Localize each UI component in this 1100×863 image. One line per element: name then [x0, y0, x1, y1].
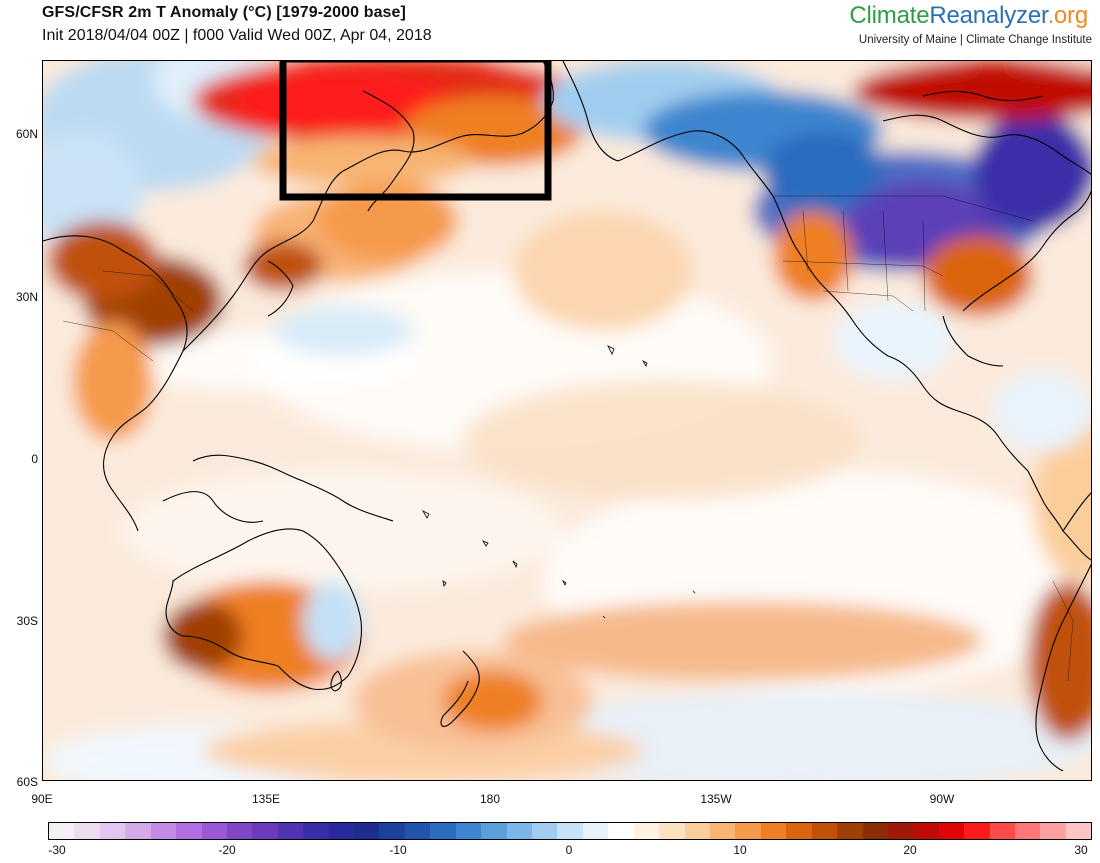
lat-label-60s: 60S — [16, 775, 38, 789]
colorbar-swatch — [481, 823, 507, 839]
colorbar-swatch — [1065, 823, 1092, 839]
lon-label-135w: 135W — [700, 792, 732, 806]
colorbar-swatch — [684, 823, 710, 839]
colorbar — [48, 822, 1092, 840]
colorbar-swatch — [430, 823, 456, 839]
colorbar-label: 20 — [903, 843, 917, 857]
anomaly-field — [43, 61, 1091, 780]
lon-label-90w: 90W — [929, 792, 955, 806]
brand-part-reanalyzer: Reanalyzer — [929, 2, 1048, 29]
lon-label-180: 180 — [479, 792, 501, 806]
colorbar-swatch — [1015, 823, 1041, 839]
brand-subtitle: University of Maine | Climate Change Ins… — [858, 34, 1092, 46]
lat-label-30n: 30N — [15, 290, 38, 304]
colorbar-swatch — [354, 823, 380, 839]
colorbar-swatch — [99, 823, 126, 839]
colorbar-swatch — [608, 823, 634, 839]
colorbar-swatch — [837, 823, 863, 839]
lat-label-equator: 0 — [31, 452, 38, 466]
colorbar-swatch — [964, 823, 990, 839]
brand-part-climate: Climate — [849, 2, 930, 29]
colorbar-swatch — [328, 823, 355, 839]
highlight-box — [279, 61, 552, 201]
colorbar-swatch — [557, 823, 583, 839]
lat-label-60n: 60N — [15, 127, 38, 141]
colorbar-swatch — [176, 823, 202, 839]
brand-part-org: .org — [1047, 2, 1088, 29]
colorbar-label: 0 — [565, 843, 573, 857]
map-subtitle: Init 2018/04/04 00Z | f000 Valid Wed 00Z… — [42, 27, 432, 44]
colorbar-swatch — [455, 823, 482, 839]
colorbar-swatch — [862, 823, 888, 839]
pacific-islands — [421, 345, 696, 619]
colorbar-swatch — [252, 823, 278, 839]
colorbar-swatch — [786, 823, 812, 839]
colorbar-swatch — [379, 823, 405, 839]
brand-logo[interactable]: ClimateReanalyzer.org — [849, 2, 1088, 30]
colorbar-swatch — [125, 823, 151, 839]
colorbar-swatch — [582, 823, 609, 839]
map-title: GFS/CFSR 2m T Anomaly (°C) [1979-2000 ba… — [42, 4, 406, 21]
coastlines — [43, 61, 1091, 772]
lon-label-90e: 90E — [31, 792, 53, 806]
colorbar-swatch — [506, 823, 533, 839]
lon-label-135e: 135E — [251, 792, 281, 806]
colorbar-swatch — [887, 823, 914, 839]
political-borders — [62, 195, 1074, 682]
colorbar-swatch — [150, 823, 177, 839]
lat-label-30s: 30S — [16, 614, 38, 628]
colorbar-swatch — [709, 823, 736, 839]
colorbar-swatch — [49, 823, 75, 839]
colorbar-label: 30 — [1074, 843, 1088, 857]
colorbar-label: -20 — [218, 843, 236, 857]
colorbar-swatch — [532, 823, 558, 839]
colorbar-swatch — [760, 823, 787, 839]
colorbar-label: -30 — [48, 843, 66, 857]
colorbar-swatch — [811, 823, 838, 839]
colorbar-swatch — [633, 823, 660, 839]
colorbar-swatch — [938, 823, 965, 839]
colorbar-swatch — [1040, 823, 1066, 839]
colorbar-swatch — [226, 823, 253, 839]
colorbar-swatch — [404, 823, 431, 839]
colorbar-swatch — [201, 823, 227, 839]
colorbar-swatch — [303, 823, 329, 839]
anomaly-map — [42, 60, 1092, 781]
colorbar-swatch — [74, 823, 100, 839]
colorbar-swatch — [913, 823, 939, 839]
colorbar-swatch — [277, 823, 304, 839]
colorbar-label: -10 — [389, 843, 407, 857]
colorbar-swatch — [659, 823, 685, 839]
colorbar-label: 10 — [733, 843, 747, 857]
colorbar-swatch — [989, 823, 1016, 839]
colorbar-swatch — [735, 823, 761, 839]
